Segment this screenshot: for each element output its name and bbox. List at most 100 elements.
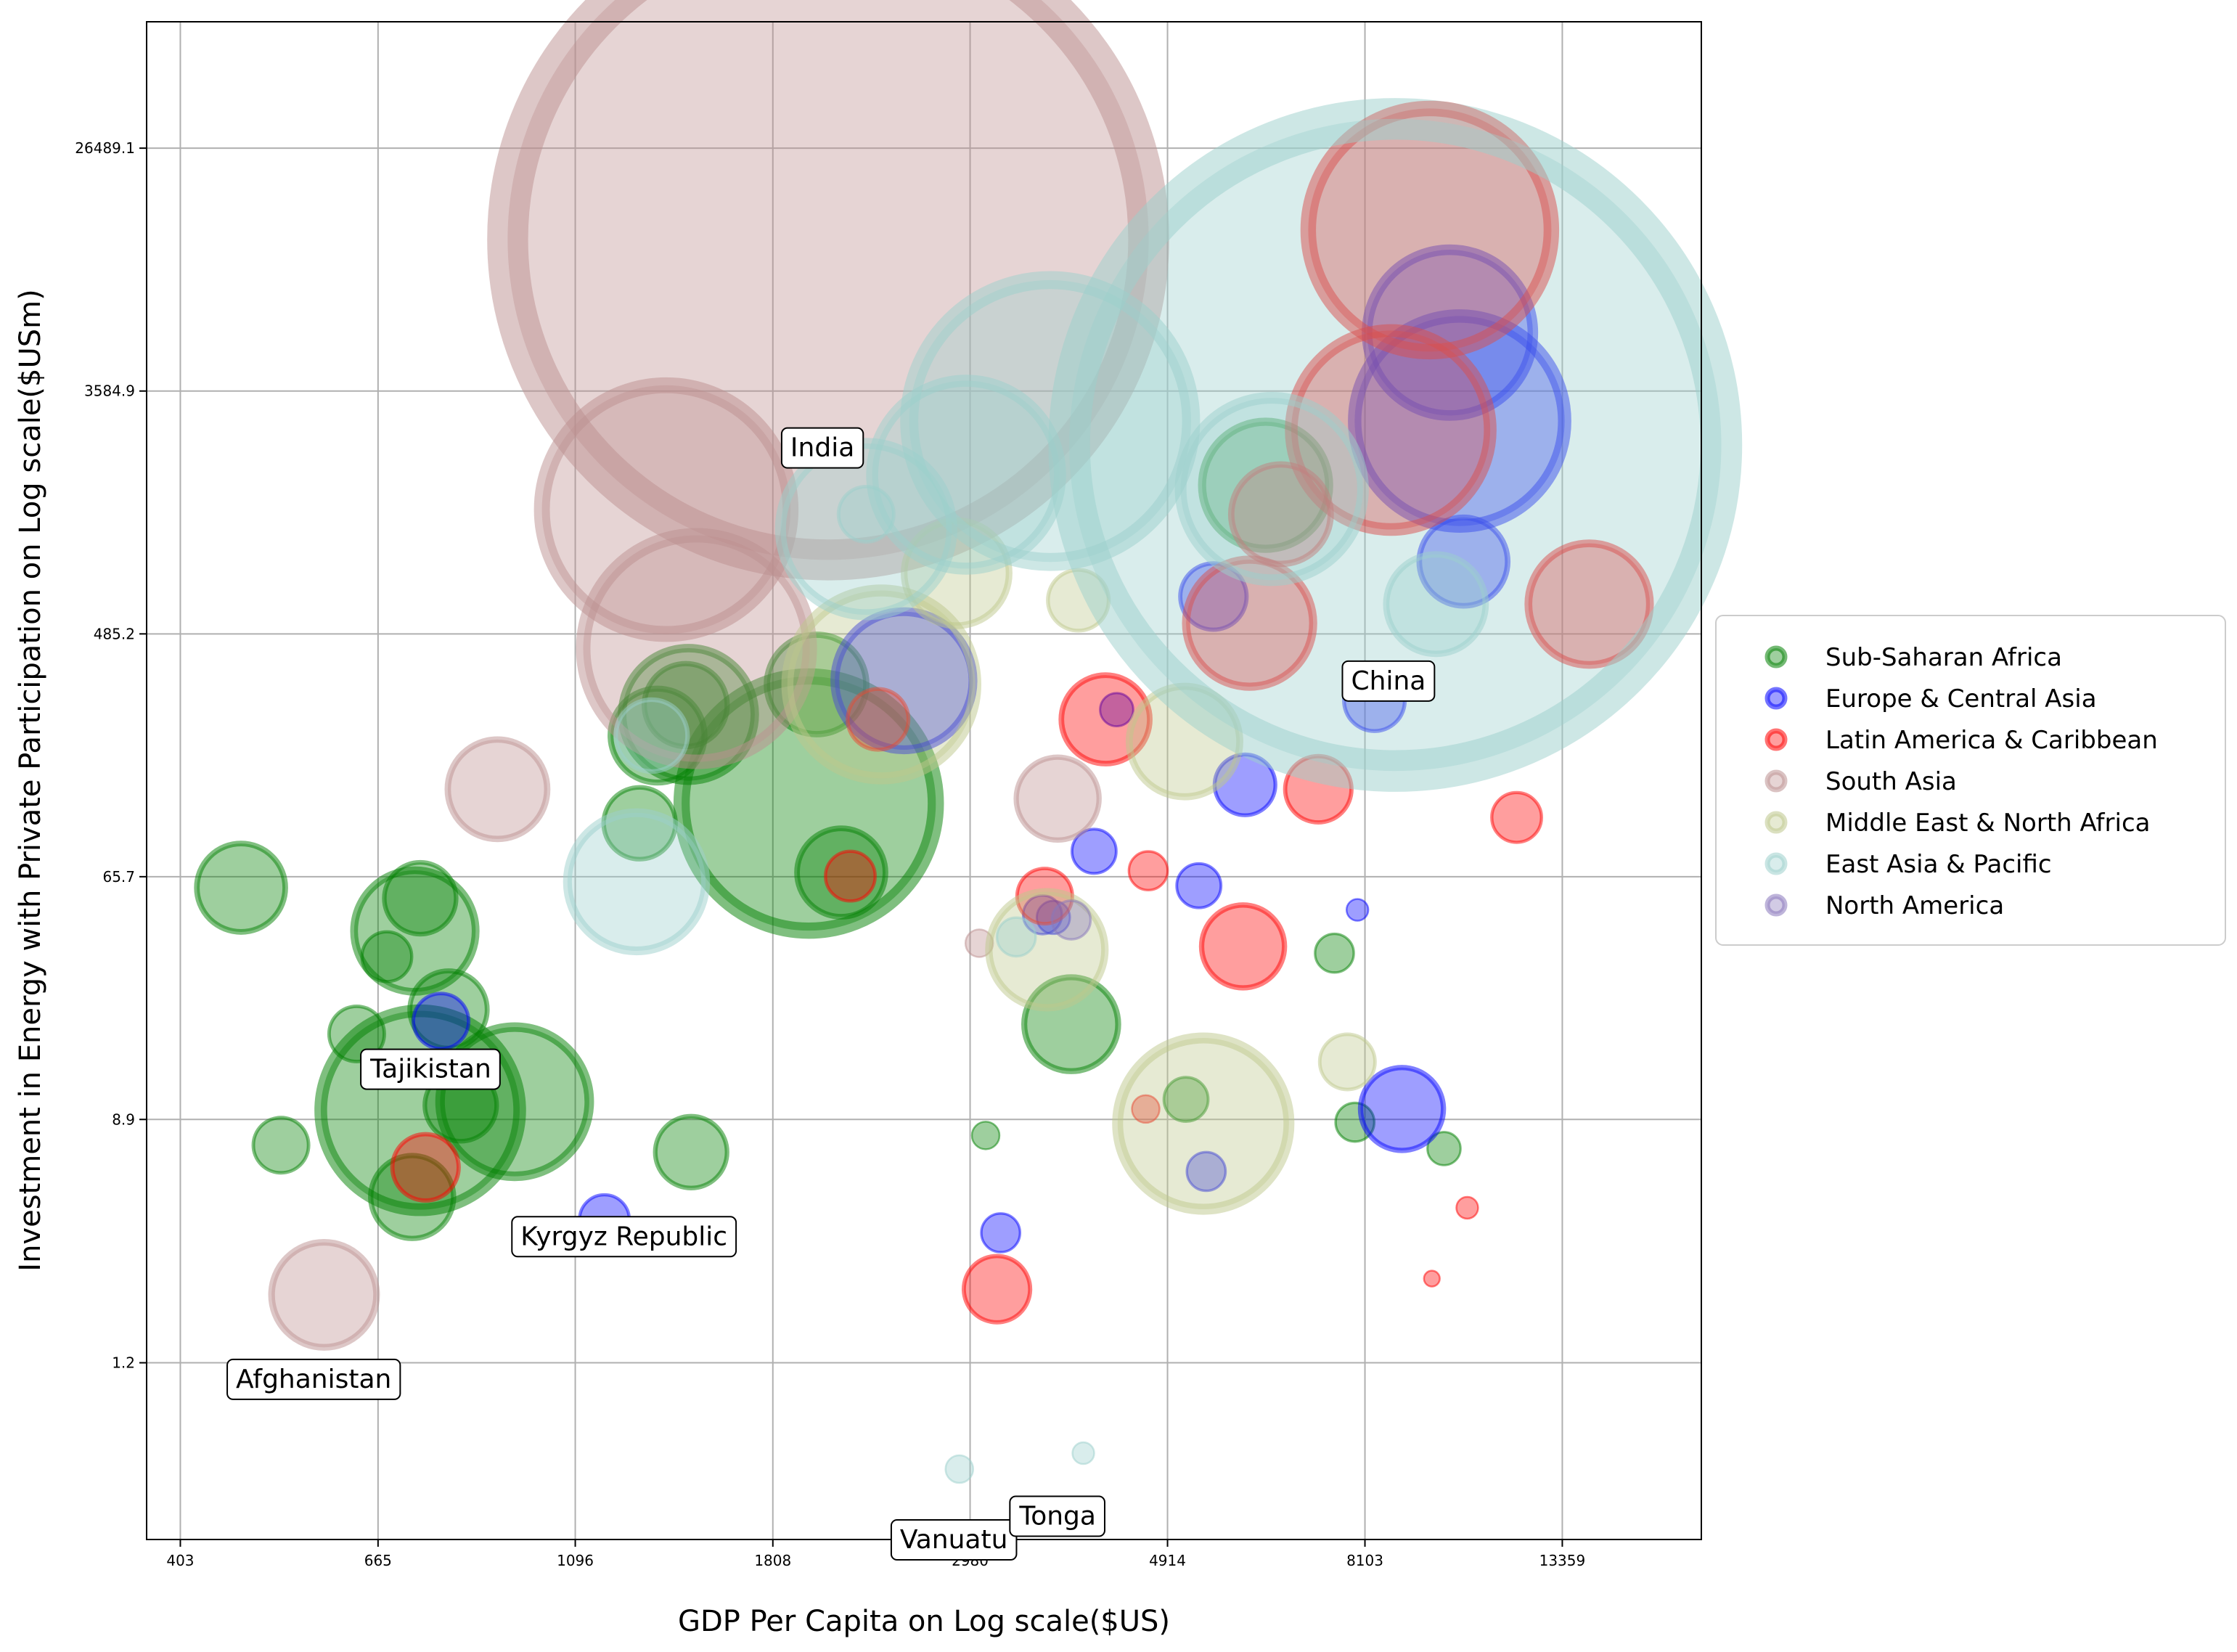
data-point [194, 841, 288, 935]
data-point [1423, 1269, 1441, 1288]
data-point [1317, 1032, 1377, 1092]
legend-frame [1715, 615, 2226, 946]
data-point [251, 1116, 311, 1175]
legend-marker [1764, 894, 1788, 917]
data-point [1162, 1076, 1210, 1124]
data-point [1524, 539, 1654, 669]
annotation-text: Tajikistan [369, 1055, 491, 1084]
annotation-layer: India China Tajikistan Kyrgyz Republic Afgha… [226, 427, 1436, 1561]
annotation-label: China [1341, 660, 1436, 702]
data-point [846, 687, 911, 752]
x-tick-label: 403 [166, 1552, 194, 1569]
annotation-box [226, 1358, 401, 1400]
legend-marker [1764, 728, 1788, 751]
data-point [1490, 790, 1543, 844]
data-point [781, 584, 981, 785]
y-tick-label: 1.2 [112, 1354, 135, 1372]
x-tick-label: 1808 [754, 1552, 791, 1569]
data-point [985, 888, 1109, 1012]
annotation-box [890, 1519, 1018, 1561]
x-tick-label: 4914 [1149, 1552, 1186, 1569]
legend-label: East Asia & Pacific [1825, 850, 2052, 879]
data-point [1455, 1195, 1479, 1220]
data-point [970, 1121, 1001, 1150]
data-point [1127, 850, 1169, 891]
y-tick-label: 8.9 [112, 1111, 135, 1128]
data-point [1314, 932, 1355, 974]
x-tick-label: 1096 [557, 1552, 594, 1569]
x-tick-label: 665 [364, 1552, 392, 1569]
legend-marker [1764, 852, 1788, 875]
data-point [961, 1254, 1033, 1325]
legend-label: South Asia [1825, 767, 1957, 796]
data-point [1383, 551, 1489, 658]
data-point [563, 808, 711, 956]
data-point [1048, 98, 1743, 792]
annotation-text: China [1351, 666, 1426, 696]
legend-label: Middle East & North Africa [1825, 809, 2150, 838]
annotation-label: Afghanistan [226, 1358, 401, 1400]
data-point [944, 1454, 974, 1484]
tick-layer: 40366510961808298049148103133591.28.965.… [75, 139, 1585, 1569]
y-tick-label: 26489.1 [75, 139, 135, 157]
data-point [1035, 899, 1071, 936]
data-point [653, 1113, 729, 1190]
y-axis-title: Investment in Energy with Private Partic… [14, 289, 47, 1271]
data-point [1099, 692, 1134, 728]
data-point [1357, 1065, 1447, 1153]
legend-marker [1764, 687, 1788, 710]
annotation-box [360, 1048, 501, 1090]
data-point [1050, 899, 1092, 941]
annotation-box [1009, 1495, 1105, 1537]
annotation-text: Afghanistan [236, 1365, 391, 1394]
data-point [1182, 555, 1317, 691]
legend-label: Europe & Central Asia [1825, 684, 2097, 713]
data-point [1285, 324, 1497, 536]
bubble-layer [194, 0, 1743, 1484]
legend-label: North America [1825, 891, 2004, 920]
legend-label: Sub-Saharan Africa [1825, 643, 2062, 672]
data-point [1112, 1032, 1295, 1215]
data-point [1175, 862, 1223, 909]
data-point [1345, 898, 1370, 922]
data-point [1131, 1094, 1161, 1124]
data-point [390, 1132, 461, 1203]
annotation-text: Vanuatu [900, 1525, 1008, 1555]
legend-label: Latin America & Caribbean [1825, 726, 2158, 755]
legend-marker [1764, 645, 1788, 668]
data-point [1021, 974, 1121, 1074]
annotation-text: Tonga [1018, 1502, 1096, 1532]
data-point [613, 697, 690, 774]
legend-marker [1764, 769, 1788, 793]
annotation-text: Kyrgyz Republic [520, 1222, 727, 1251]
data-point [1013, 754, 1102, 843]
legend-marker [1764, 811, 1788, 834]
data-point [1185, 1150, 1227, 1193]
legend: Sub-Saharan Africa Europe & Central Asia L… [1715, 615, 2226, 946]
data-point [268, 1238, 380, 1351]
annotation-label: India [780, 427, 864, 469]
annotation-box [511, 1216, 737, 1258]
annotation-label: Vanuatu [890, 1519, 1018, 1561]
data-point [1174, 392, 1369, 586]
data-point [382, 859, 459, 937]
data-point [794, 825, 888, 920]
annotation-box [1341, 660, 1436, 702]
data-point [1198, 902, 1288, 991]
y-tick-label: 65.7 [102, 868, 135, 886]
data-point [980, 1212, 1022, 1254]
data-point [1348, 309, 1571, 533]
annotation-text: India [790, 433, 854, 463]
x-axis-title: GDP Per Capita on Log scale($US) [678, 1605, 1170, 1638]
annotation-box [780, 427, 864, 469]
annotation-label: Kyrgyz Republic [511, 1216, 737, 1258]
data-point [412, 991, 471, 1051]
y-tick-label: 485.2 [94, 625, 135, 642]
data-point [995, 916, 1037, 958]
x-tick-label: 8103 [1346, 1552, 1383, 1569]
data-point [824, 849, 877, 903]
data-point [1071, 1441, 1095, 1465]
data-point [1070, 827, 1118, 875]
data-point [1426, 1131, 1462, 1166]
